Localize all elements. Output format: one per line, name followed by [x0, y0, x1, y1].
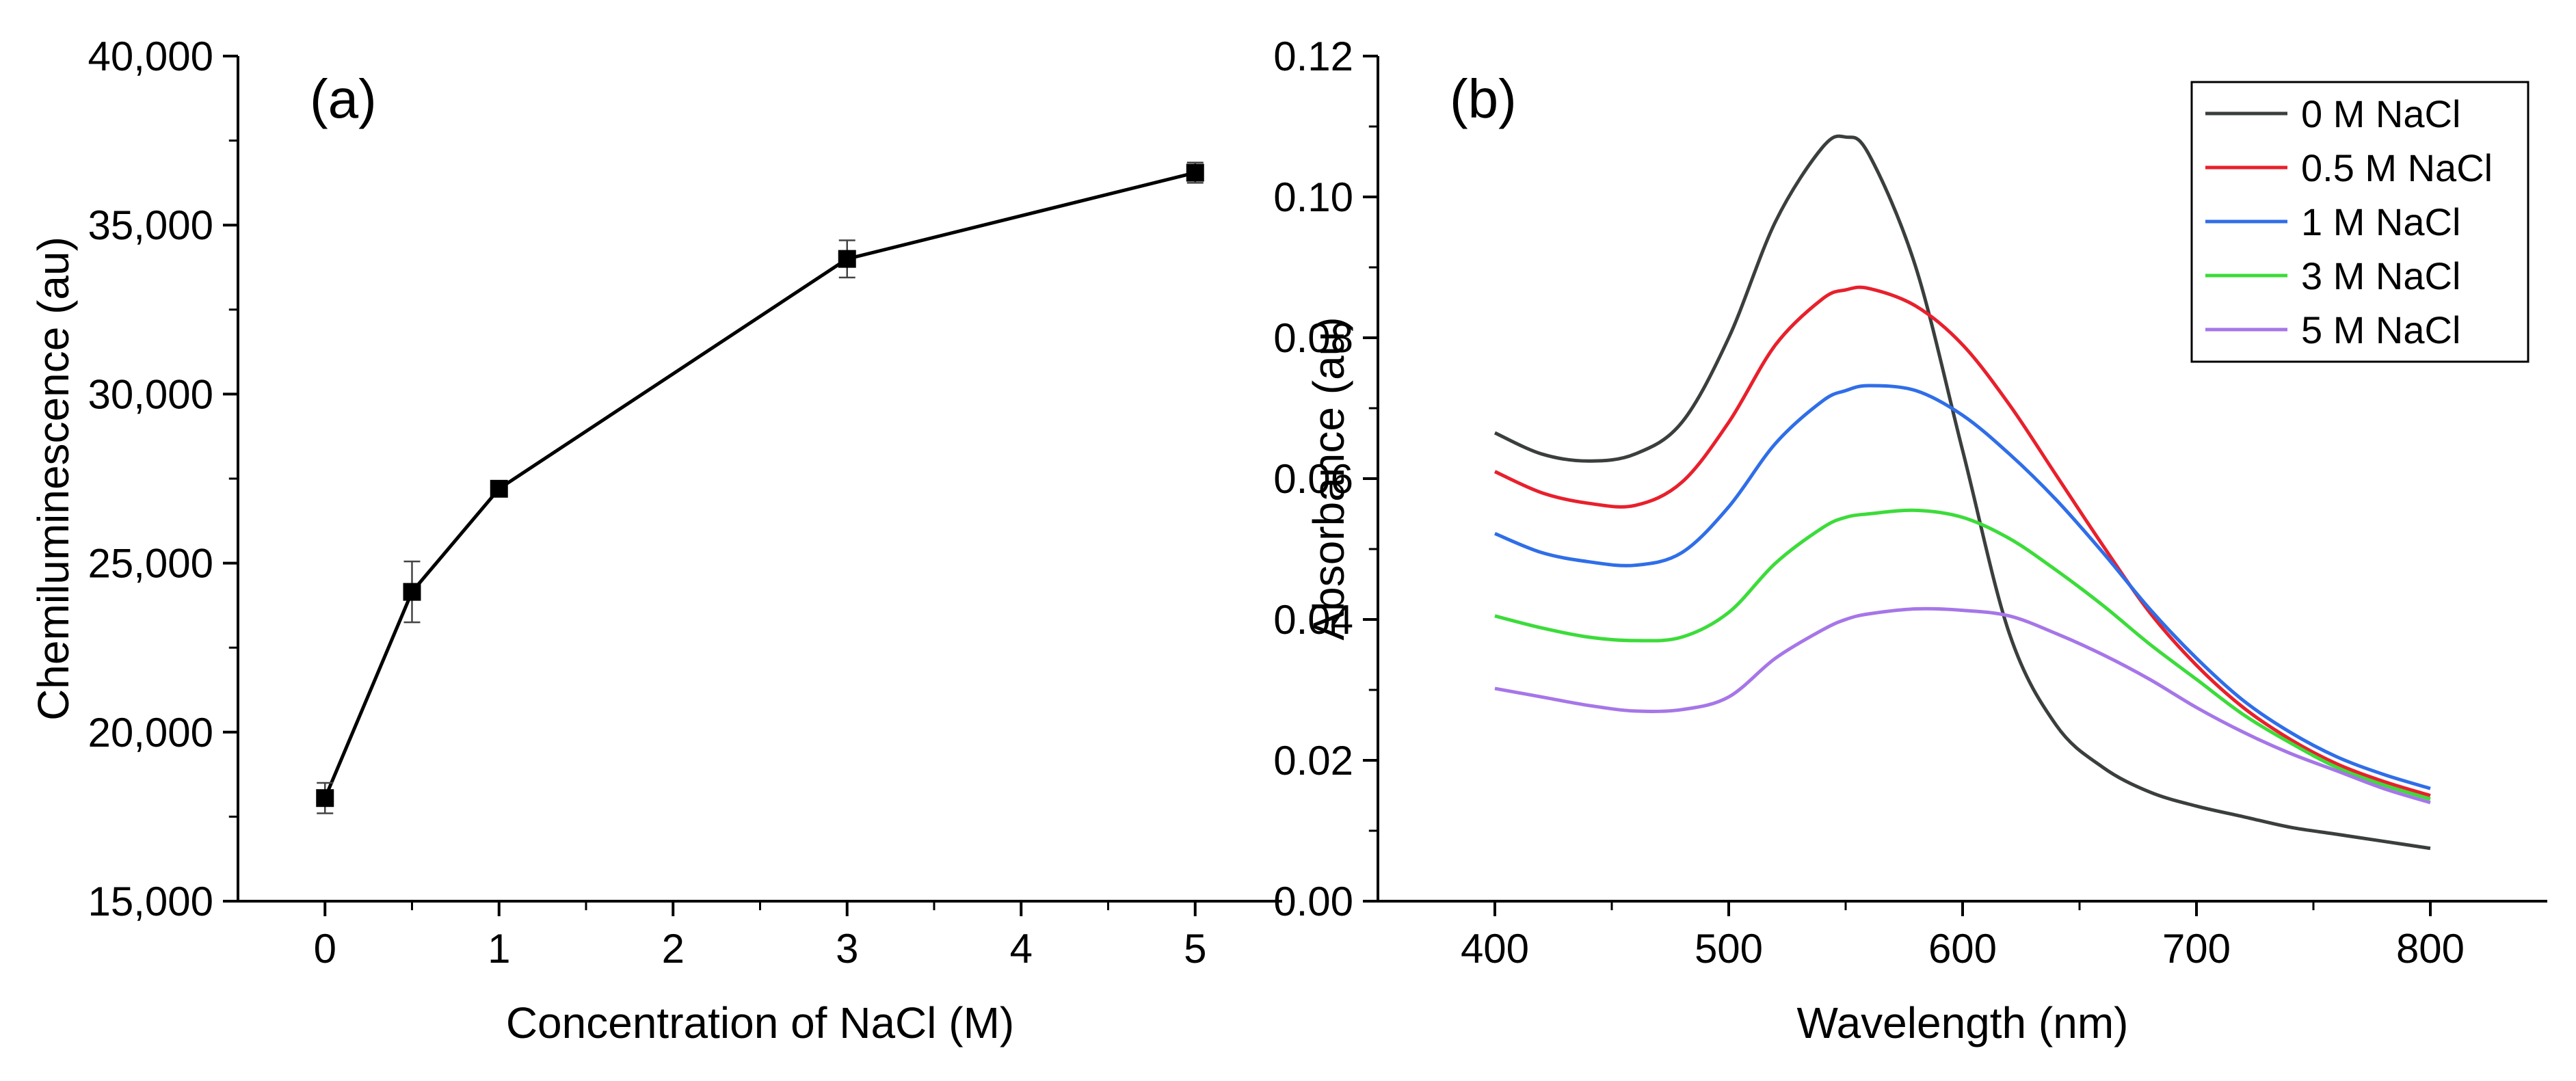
data-point-marker	[316, 789, 334, 808]
series-line-0-m-nacl	[1493, 134, 2431, 851]
y-tick-label: 0.08	[1273, 315, 1353, 361]
series-line	[323, 171, 1196, 799]
y-tick-label: 0.12	[1273, 34, 1353, 79]
y-axis-title: Absorbance (au)	[1304, 317, 1353, 640]
y-tick-label: 25,000	[88, 541, 213, 587]
y-tick-label: 0.04	[1273, 597, 1353, 643]
series-line-3-m-nacl	[1494, 508, 2431, 801]
panel-label: (a)	[310, 68, 377, 129]
data-point-marker	[838, 250, 856, 268]
series-line-5-m-nacl	[1494, 606, 2431, 805]
x-tick-label: 3	[836, 926, 858, 972]
x-tick-label: 2	[662, 926, 685, 972]
y-tick-label: 35,000	[88, 202, 213, 248]
data-point-marker	[490, 479, 508, 498]
x-tick-label: 0	[314, 926, 336, 972]
x-tick-label: 4	[1010, 926, 1033, 972]
y-tick-label: 30,000	[88, 371, 213, 417]
legend-label: 0.5 M NaCl	[2301, 146, 2493, 189]
data-point-marker	[1186, 163, 1204, 182]
x-tick-label: 500	[1695, 926, 1763, 972]
x-axis-title: Concentration of NaCl (M)	[506, 998, 1014, 1047]
legend: 0 M NaCl 0.5 M NaCl 1 M NaCl 3 M NaCl 5 M Na…	[2190, 81, 2529, 363]
panel-a: 0 1 2 3 4 5 15,000 20,000 25,000 30,000 35,000 40,0…	[29, 34, 1282, 1047]
panel-label: (b)	[1450, 68, 1517, 129]
legend-label: 1 M NaCl	[2301, 200, 2460, 243]
y-tick-label: 0.10	[1273, 174, 1353, 220]
x-tick-label: 800	[2396, 926, 2465, 972]
series-line-1-m-nacl	[1494, 384, 2431, 790]
legend-label: 3 M NaCl	[2301, 254, 2460, 297]
y-tick-label: 0.00	[1273, 879, 1353, 924]
panel-b: 400 500 600 700 800 0.00 0.02 0.04 0.06 0.08 0.10 0…	[1273, 34, 2547, 1047]
y-tick-label: 20,000	[88, 710, 213, 756]
y-tick-label: 0.02	[1273, 738, 1353, 784]
x-tick-label: 1	[488, 926, 510, 972]
x-axis-title: Wavelength (nm)	[1797, 998, 2129, 1047]
data-point-marker	[403, 583, 421, 601]
y-tick-label: 0.06	[1273, 456, 1353, 502]
legend-label: 0 M NaCl	[2301, 92, 2460, 135]
y-tick-label: 15,000	[88, 879, 213, 924]
x-tick-label: 600	[1928, 926, 1997, 972]
y-axis-title: Chemiluminescence (au)	[29, 237, 78, 721]
series-line-0-5-m-nacl	[1493, 285, 2431, 797]
x-tick-label: 400	[1461, 926, 1529, 972]
x-tick-label: 700	[2162, 926, 2231, 972]
legend-label: 5 M NaCl	[2301, 308, 2460, 351]
y-tick-label: 40,000	[88, 34, 213, 79]
x-tick-label: 5	[1184, 926, 1206, 972]
